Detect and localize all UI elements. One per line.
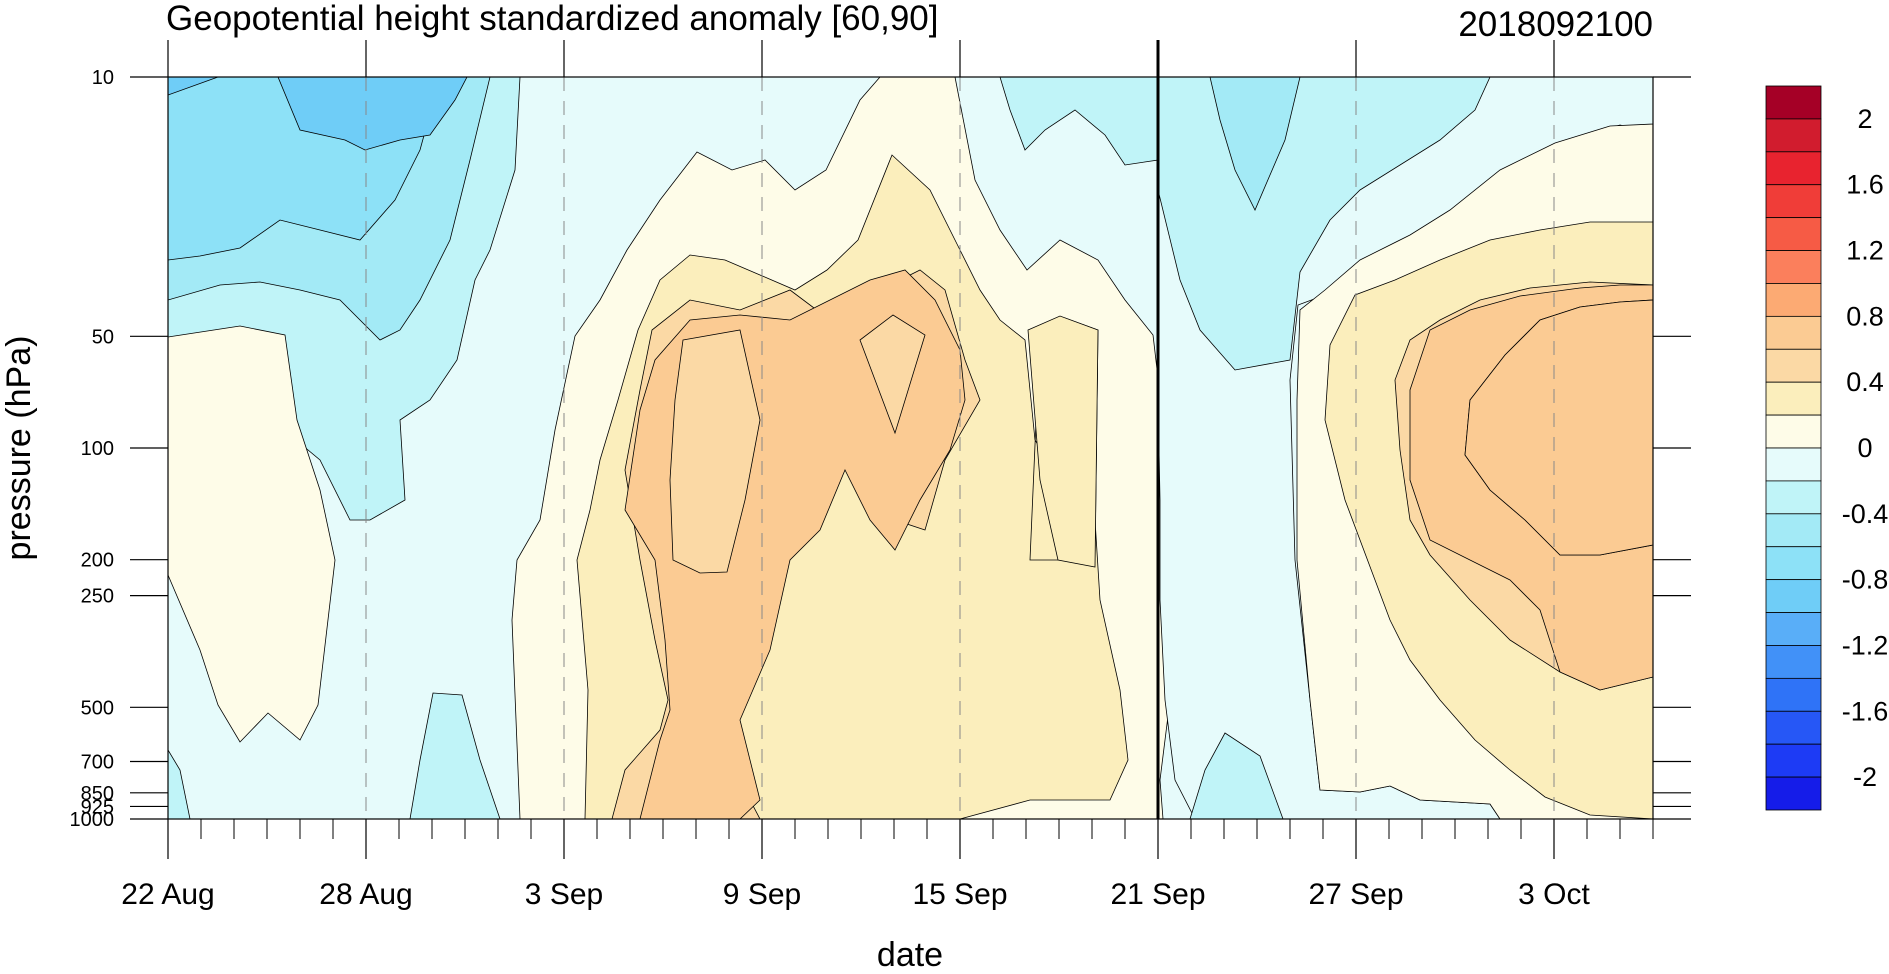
colorbar-swatch	[1765, 414, 1822, 449]
colorbar-swatch	[1765, 480, 1822, 515]
colorbar-label: -1.2	[1842, 630, 1889, 660]
y-tick-label: 250	[81, 586, 114, 608]
y-axis-label: pressure (hPa)	[0, 336, 38, 561]
date-gridlines	[365, 77, 1555, 819]
colorbar-swatch	[1765, 381, 1822, 416]
colorbar-swatch	[1765, 743, 1822, 778]
x-axis-label: date	[877, 936, 943, 969]
x-tick-label: 9 Sep	[723, 878, 801, 911]
contour-band-neg-1.0	[168, 77, 468, 151]
chart-title: Geopotential height standardized anomaly…	[166, 0, 938, 38]
y-tick-label: 10	[92, 67, 114, 89]
y-tick-label: 925	[81, 796, 114, 818]
y-tick-label: 1000	[70, 809, 115, 831]
colorbar-label: 1.2	[1846, 236, 1884, 266]
colorbar-swatch	[1765, 283, 1822, 317]
contour-band-neg-0.4-lower	[409, 692, 501, 819]
x-tick-label: 3 Sep	[525, 878, 603, 911]
colorbar-label: 2	[1857, 104, 1872, 134]
colorbar-label: 1.6	[1846, 170, 1884, 200]
contour-fill-layer	[168, 77, 1653, 819]
colorbar-label: -0.8	[1842, 565, 1889, 595]
x-tick-label: 28 Aug	[319, 878, 412, 911]
colorbar-swatch	[1765, 677, 1822, 712]
contour-band-neg-0.4-corner	[168, 749, 191, 819]
colorbar-swatch	[1765, 348, 1822, 383]
colorbar-swatch	[1765, 184, 1822, 219]
contour-band-pos-0.4-inner-a	[669, 329, 761, 574]
x-tick-label: 22 Aug	[121, 878, 214, 911]
x-tick-label: 27 Sep	[1308, 878, 1403, 911]
colorbar-swatch	[1765, 645, 1822, 679]
colorbar-swatch	[1765, 513, 1822, 548]
colorbar-swatch	[1765, 546, 1822, 581]
colorbar-label: -2	[1853, 762, 1877, 792]
contour-band-neg-0.6-right	[1209, 77, 1301, 211]
x-axis-ticks: 22 Aug 28 Aug 3 Sep 9 Sep 15 Sep 21 Sep 27 Sep…	[121, 40, 1591, 911]
colorbar-label: 0.4	[1846, 367, 1884, 397]
y-tick-label: 200	[81, 550, 114, 572]
colorbar-label: -1.6	[1842, 696, 1889, 726]
colorbar-swatch	[1765, 315, 1822, 350]
colorbar-swatch	[1765, 217, 1822, 251]
colorbar-swatch	[1765, 776, 1822, 811]
contour-band-pos-0.6-right-core	[1464, 299, 1653, 556]
colorbar-label: -0.4	[1842, 499, 1889, 529]
x-tick-label: 15 Sep	[912, 878, 1007, 911]
y-tick-label: 50	[92, 326, 114, 348]
colorbar-label: 0	[1857, 433, 1872, 463]
y-tick-label: 500	[81, 697, 114, 719]
x-tick-label: 3 Oct	[1518, 878, 1590, 911]
y-tick-label: 850	[81, 783, 114, 805]
y-tick-label: 100	[81, 438, 114, 460]
colorbar-swatch	[1765, 85, 1822, 120]
colorbar-swatch	[1765, 447, 1822, 482]
colorbar-swatch	[1765, 612, 1822, 646]
colorbar-swatch	[1765, 579, 1822, 613]
colorbar-swatch	[1765, 118, 1822, 153]
colorbar-swatch	[1765, 710, 1822, 745]
contour-band-pos-0.0-left	[168, 325, 336, 743]
chart-date-stamp: 2018092100	[1458, 5, 1653, 44]
colorbar-label: 0.8	[1846, 301, 1884, 331]
x-minor-ticks	[167, 819, 1654, 839]
x-tick-label: 21 Sep	[1110, 878, 1205, 911]
contour-band-pos-0.4-inner-b	[859, 314, 926, 435]
colorbar-swatch	[1765, 250, 1822, 284]
contour-band-pos-0.2-right	[1027, 315, 1099, 568]
y-tick-label: 700	[81, 752, 114, 774]
contour-band-neg-0.4-right	[1157, 77, 1491, 819]
colorbar-swatch	[1765, 151, 1822, 186]
colorbar-legend: 2 1.6 1.2 0.8 0.4 0 -0.4 -0.8 -1.2 -1.6 -2	[1765, 85, 1889, 811]
